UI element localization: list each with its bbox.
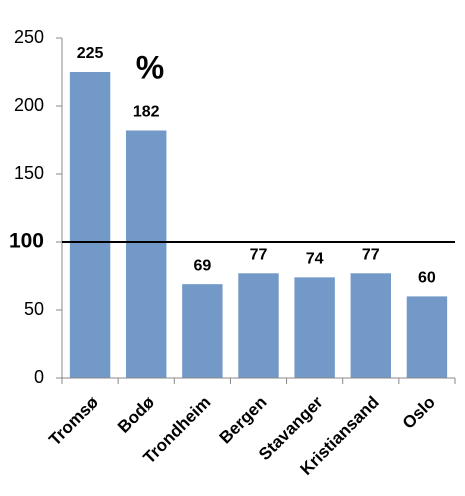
y-tick-label: 250 <box>14 27 44 47</box>
x-tick-label: Oslo <box>399 393 439 433</box>
annotation: % <box>136 49 164 85</box>
bar <box>406 296 448 378</box>
value-label: 182 <box>133 104 160 121</box>
y-tick-label: 50 <box>24 299 44 319</box>
x-tick-label: Bodø <box>114 392 159 437</box>
bar <box>69 72 111 378</box>
bar <box>126 130 167 378</box>
value-label: 60 <box>418 270 436 287</box>
x-tick-label: Bergen <box>216 393 271 448</box>
y-tick-label: 0 <box>34 367 44 387</box>
bar <box>238 273 279 378</box>
value-label: 225 <box>77 45 104 62</box>
x-tick-label: Tromsø <box>45 392 102 449</box>
y-tick-label: 150 <box>14 163 44 183</box>
y-tick-label: 100 <box>9 230 44 253</box>
value-label: 74 <box>306 251 324 268</box>
bar <box>350 273 391 378</box>
y-tick-label: 200 <box>14 95 44 115</box>
bar <box>294 277 335 378</box>
value-label: 69 <box>193 257 211 274</box>
bar <box>182 284 223 378</box>
value-label: 77 <box>250 246 268 263</box>
value-label: 77 <box>362 246 380 263</box>
